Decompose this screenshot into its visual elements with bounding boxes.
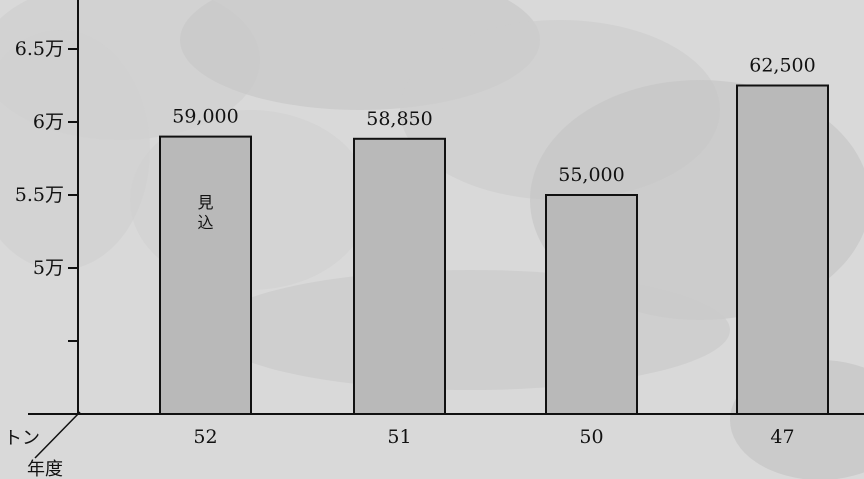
bar-50 (545, 194, 638, 415)
data-label-51: 58,850 (366, 108, 432, 130)
bar-52 (159, 135, 252, 415)
unit-label: トン (4, 428, 40, 449)
background-blob (210, 270, 730, 390)
data-label-47: 62,500 (749, 55, 815, 77)
bar-annotation: 見 (197, 193, 213, 212)
category-label-50: 50 (579, 426, 603, 448)
bar-annotation: 込 (197, 213, 213, 232)
y-tick-label: 5万 (33, 257, 64, 279)
data-label-52: 59,000 (172, 106, 238, 128)
category-label-52: 52 (193, 426, 217, 448)
data-label-50: 55,000 (558, 164, 624, 186)
bars (159, 84, 829, 415)
category-label-51: 51 (387, 426, 411, 448)
bar-51 (353, 137, 446, 415)
labels: 59,000 52 見込 58,850 51 55,000 50 62,500 47 5万 5.5万… (4, 38, 816, 479)
bar-47 (736, 84, 829, 415)
y-tick-label: 6.5万 (15, 38, 64, 60)
category-axis-label: 年度 (27, 459, 63, 479)
axes (28, 0, 864, 459)
background-blob (0, 30, 150, 270)
corner-diagonal (34, 411, 81, 459)
category-label-47: 47 (770, 426, 794, 448)
y-tick-label: 6万 (33, 111, 64, 133)
y-tick-label: 5.5万 (15, 184, 64, 206)
